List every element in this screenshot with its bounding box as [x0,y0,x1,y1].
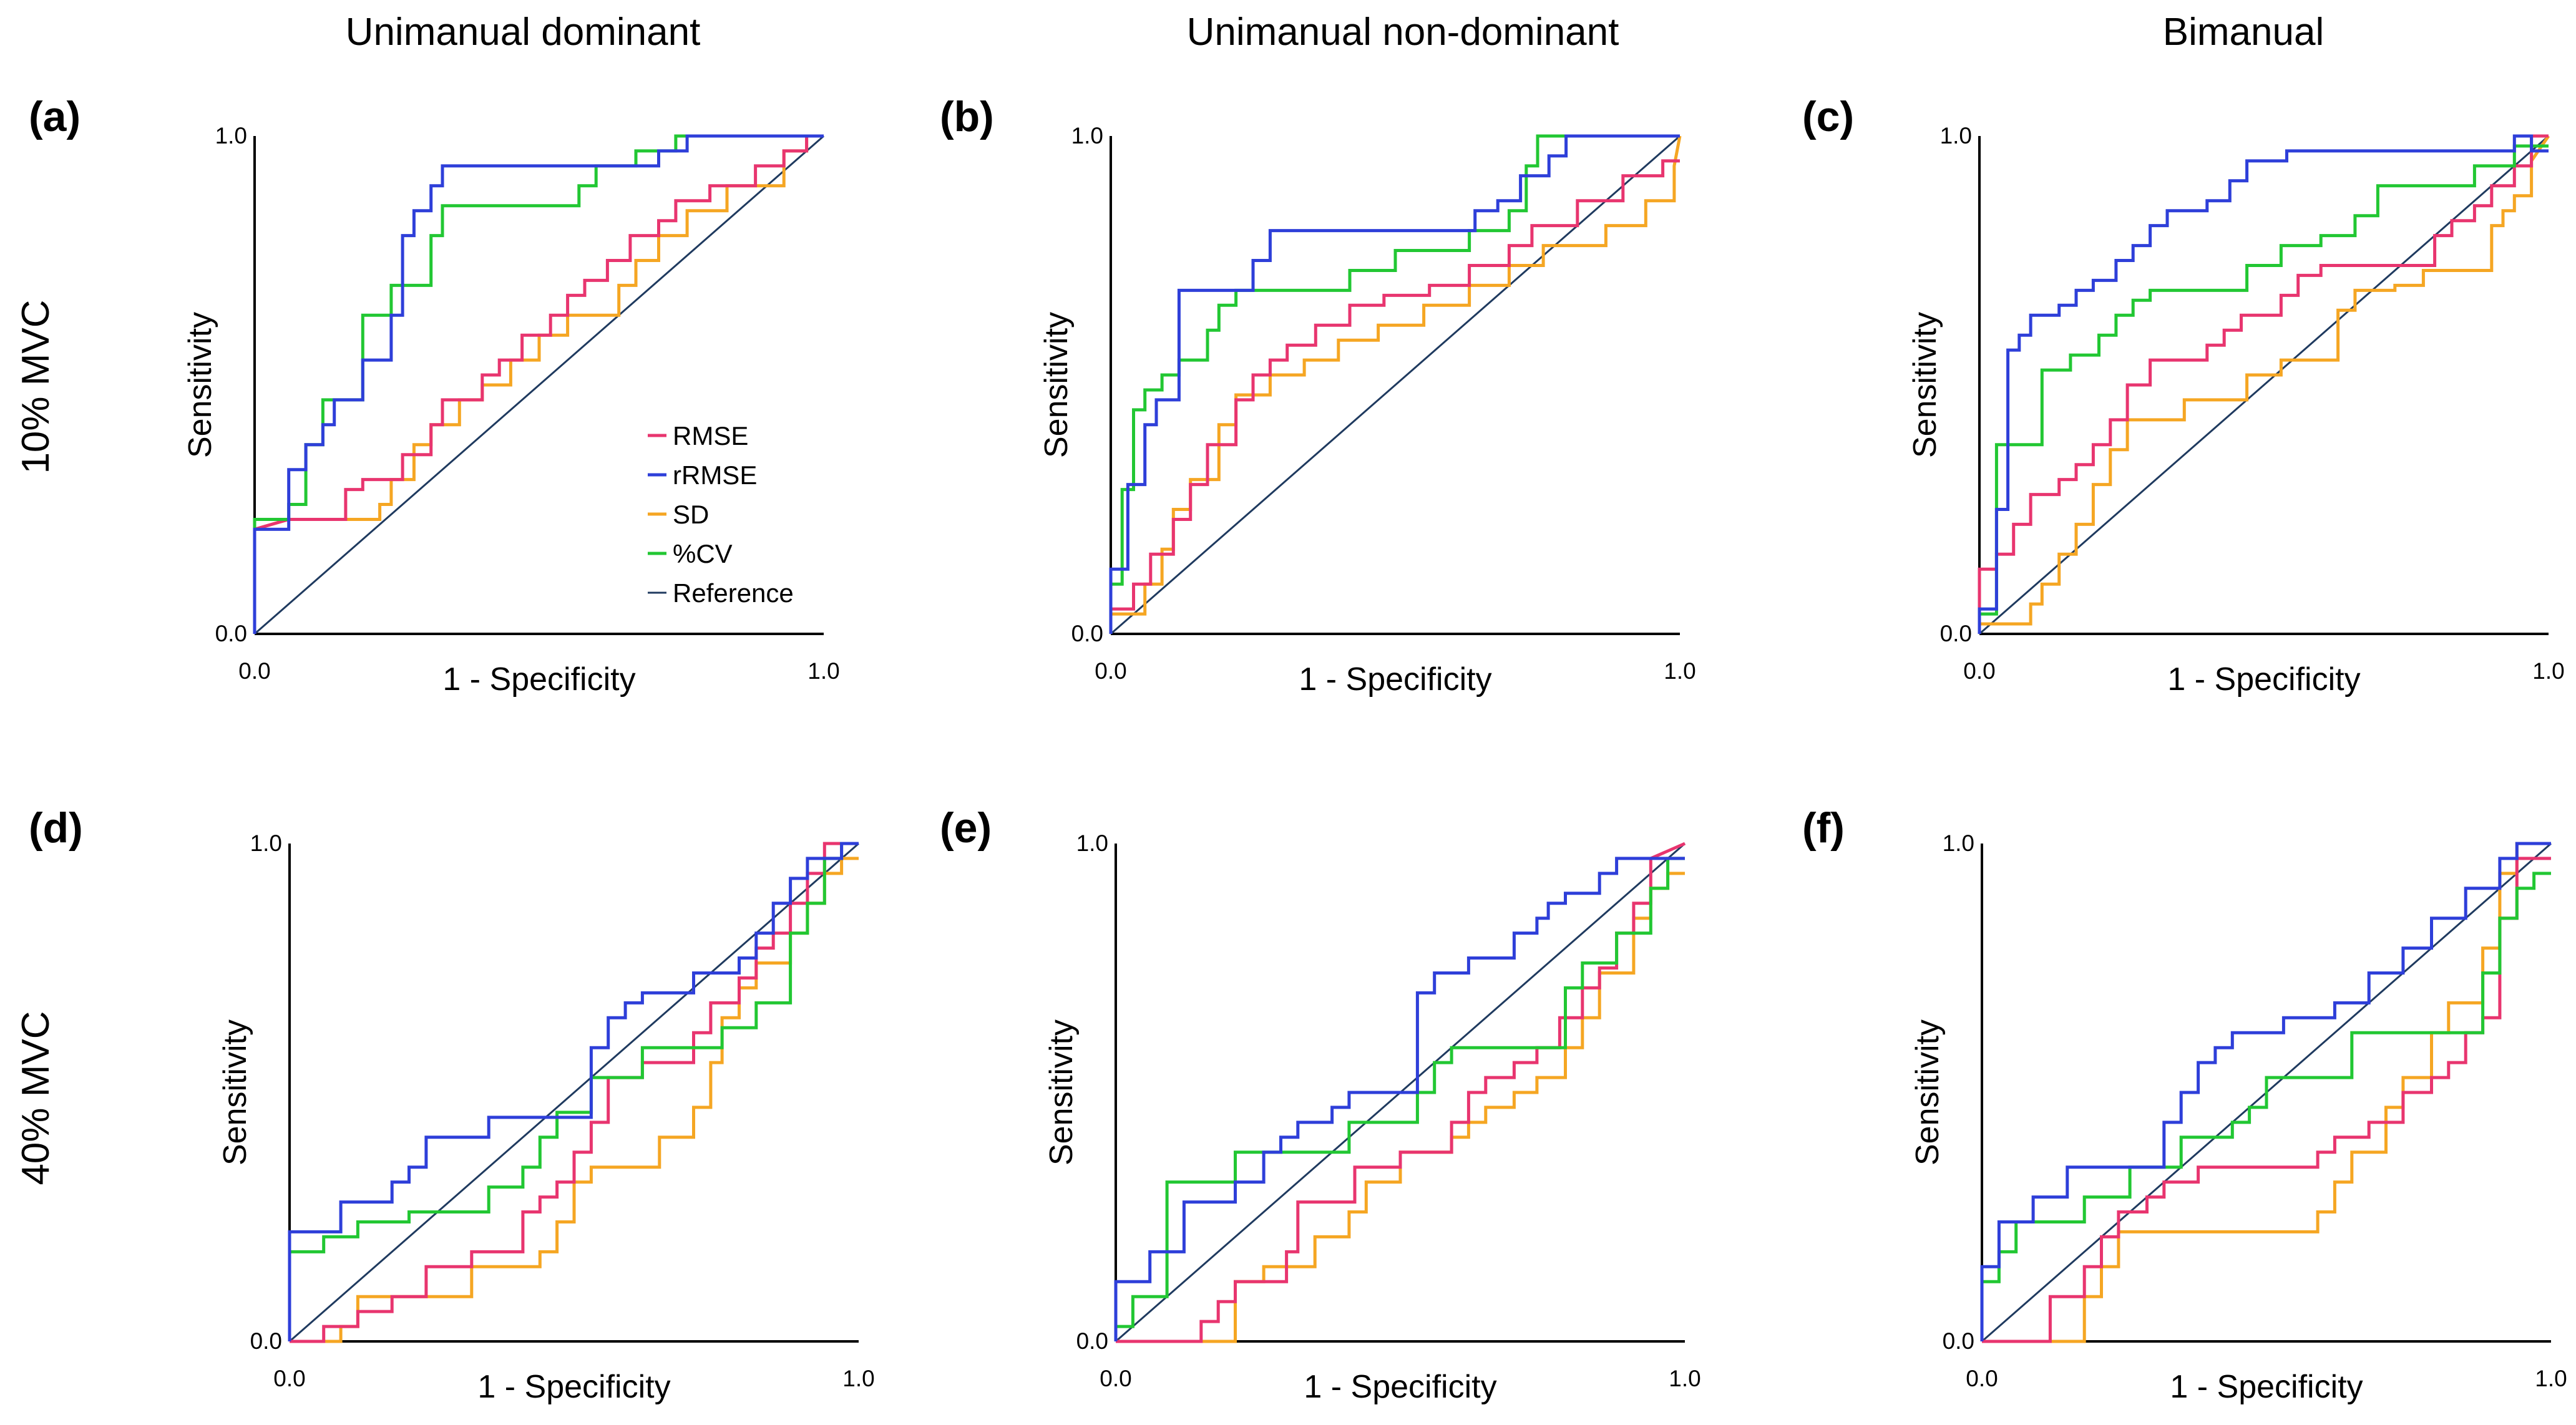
series-line-sd [253,134,824,634]
panel-label: (c) [1802,93,1854,140]
x-tick-label: 1.0 [807,658,839,684]
series-line-rmse [290,842,859,1343]
x-tick-label: 1.0 [2532,658,2564,684]
panel-f: (f) 0.0 1.0 0.0 1.0 1 - Specificity Sensitivit… [1802,804,2567,1405]
y-axis-title: Sensitivity [1038,312,1075,458]
column-title-unimanual-non-dominant: Unimanual non-dominant [1187,11,1619,54]
y-tick-label: 0.0 [1940,621,1972,646]
panel-label: (f) [1802,804,1845,852]
x-tick-label: 1.0 [842,1366,874,1391]
legend: RMSE rRMSE SD %CV Reference [648,421,794,608]
x-tick-label: 1.0 [1669,1366,1700,1391]
x-tick-label: 0.0 [1963,658,1995,684]
panel-label: (b) [940,93,994,140]
column-title-bimanual: Bimanual [2163,11,2324,54]
x-axis-title: 1 - Specificity [477,1369,670,1405]
series-line-sd [1978,135,2550,634]
y-tick-label: 1.0 [250,830,282,856]
series-line-rmse [1978,134,2549,634]
panel-a: (a) 0.0 1.0 0.0 1.0 1 - Specificity Sensitivit… [29,93,840,698]
series-line-reference [254,135,824,635]
legend-label-sd: SD [673,500,709,529]
series-line-rrmse [1109,134,1680,634]
y-tick-label: 1.0 [1940,123,1972,148]
panel-label: (e) [940,804,992,852]
legend-label-reference: Reference [673,578,794,608]
x-tick-label: 0.0 [273,1366,305,1391]
column-title-unimanual-dominant: Unimanual dominant [346,11,701,54]
y-axis-title: Sensitivity [1043,1019,1080,1165]
x-tick-label: 0.0 [1095,658,1126,684]
x-tick-label: 0.0 [238,658,270,684]
y-axis-title: Sensitivity [1907,312,1943,458]
series-line-rrmse [1114,857,1685,1341]
y-tick-label: 1.0 [215,123,247,148]
series-line-reference [289,842,859,1343]
series-line-rrmse [253,134,824,634]
x-tick-label: 0.0 [1966,1366,1998,1391]
panel-c: (c) 0.0 1.0 0.0 1.0 1 - Specificity Sensitivit… [1802,93,2565,698]
legend-label-pct-cv: %CV [673,539,733,568]
x-axis-title: 1 - Specificity [2170,1369,2363,1405]
y-axis-title: Sensitivity [1910,1019,1946,1165]
y-tick-label: 1.0 [1943,830,1974,856]
x-tick-label: 1.0 [1664,658,1695,684]
y-tick-label: 0.0 [1943,1328,1974,1354]
y-axis-title: Sensitivity [217,1019,253,1165]
panel-b: (b) 0.0 1.0 0.0 1.0 1 - Specificity Sensitivit… [940,93,1696,698]
series-line-rmse [253,134,824,634]
series-line-reference [1979,135,2549,635]
series-line-rmse [1116,842,1686,1343]
series-line-pct-cv [1114,857,1685,1341]
panel-e: (e) 0.0 1.0 0.0 1.0 1 - Specificity Sensitivit… [940,804,1701,1405]
series-line-rrmse [1978,134,2549,634]
y-tick-label: 1.0 [1076,830,1108,856]
y-tick-label: 1.0 [1071,123,1103,148]
series-line-sd [1116,872,1685,1343]
figure-headers: Unimanual dominant Unimanual non-dominan… [14,11,2324,1185]
x-tick-label: 1.0 [2535,1366,2567,1391]
y-tick-label: 0.0 [1076,1328,1108,1354]
series-line-pct-cv [1978,144,2549,634]
legend-label-rmse: RMSE [673,421,748,450]
series-line-reference [1110,135,1681,635]
panel-d: (d) 0.0 1.0 0.0 1.0 1 - Specificity Sensitivit… [29,804,875,1405]
series-line-rrmse [1980,842,2551,1341]
x-axis-title: 1 - Specificity [1299,661,1491,698]
panel-label: (a) [29,93,80,140]
series-line-pct-cv [1980,872,2551,1341]
series-line-sd [1982,842,2551,1343]
y-axis-title: Sensitivity [182,312,218,458]
y-tick-label: 0.0 [1071,621,1103,646]
y-tick-label: 0.0 [250,1328,282,1354]
x-axis-title: 1 - Specificity [1304,1369,1496,1405]
x-axis-title: 1 - Specificity [442,661,635,698]
series-line-rrmse [288,842,859,1341]
panel-label: (d) [29,804,83,852]
y-tick-label: 0.0 [215,621,247,646]
row-label-40-mvc: 40% MVC [14,1011,57,1185]
series-line-pct-cv [1109,134,1680,634]
row-label-10-mvc: 10% MVC [14,299,57,474]
x-axis-title: 1 - Specificity [2167,661,2360,698]
panels-group: (a) 0.0 1.0 0.0 1.0 1 - Specificity Sensitivit… [29,93,2567,1405]
legend-label-rrmse: rRMSE [673,460,757,490]
x-tick-label: 0.0 [1100,1366,1131,1391]
series-line-rmse [1109,159,1680,634]
